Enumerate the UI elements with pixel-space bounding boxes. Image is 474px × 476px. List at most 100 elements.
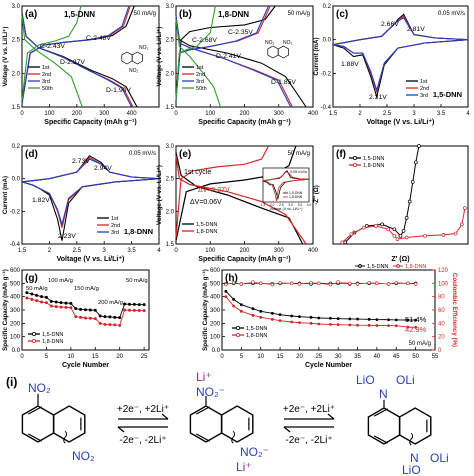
- structure-label: NO₂: [139, 45, 149, 51]
- y-axis-label: Voltage (V vs. Li/Li⁺): [2, 27, 9, 87]
- data-point: [84, 308, 87, 312]
- y-axis-label: Voltage (V vs. Li/Li⁺): [156, 165, 163, 225]
- x-tick-label: 1.5: [329, 111, 338, 117]
- arrowhead: [161, 413, 169, 420]
- data-point: [79, 307, 83, 311]
- chart-title: 1,8-DNN: [218, 10, 249, 19]
- data-point: [453, 231, 458, 236]
- data-point: [113, 323, 117, 327]
- x-tick-label: 25: [315, 354, 322, 360]
- data-point: [239, 309, 243, 313]
- y-tick-label: 300: [210, 308, 221, 314]
- legend-entry: 1,5-DNN: [363, 156, 384, 162]
- y-axis-label: Specific Capacity (mAh g⁻¹): [202, 269, 209, 351]
- y2-tick-label: 60: [438, 308, 445, 314]
- panel-label: (h): [225, 273, 238, 284]
- data-point: [290, 320, 294, 324]
- ce-point: [386, 282, 391, 286]
- data-point: [317, 316, 321, 320]
- data-point: [404, 216, 409, 220]
- ce-point: [413, 282, 418, 286]
- reaction-condition: +2e⁻, +2Li⁺: [117, 404, 169, 415]
- legend-entry: 1,5-DNN: [246, 326, 267, 332]
- data-point: [49, 304, 53, 308]
- naphthalene-ring: [21, 405, 55, 443]
- y-tick-label: -0.4: [10, 242, 21, 248]
- y-tick-label: 3.0: [166, 144, 175, 150]
- legend-entry: 3rd: [42, 79, 50, 85]
- series-line-discharge: [21, 12, 133, 108]
- data-point: [40, 300, 44, 304]
- y-tick-label: 2.0: [166, 209, 175, 215]
- y-axis-label: Current (mA): [313, 37, 320, 75]
- x-axis-label: Z' (Ω): [391, 256, 409, 263]
- structure-label: NO₂: [283, 40, 293, 46]
- data-point: [30, 292, 34, 296]
- data-point: [69, 301, 73, 305]
- wavy-bond: [63, 430, 68, 444]
- x-tick-label: 2.5: [73, 248, 82, 254]
- data-point: [108, 315, 112, 319]
- data-point: [336, 317, 340, 321]
- ce-point: [367, 280, 371, 285]
- legend-marker: [32, 331, 37, 336]
- x-tick-label: 300: [274, 248, 285, 254]
- plot-frame: [175, 5, 314, 108]
- data-point: [259, 309, 263, 313]
- data-point: [380, 222, 384, 227]
- data-annotation: 51.4%: [405, 315, 427, 324]
- data-annotation: 1.82V: [32, 197, 50, 204]
- data-point: [232, 297, 236, 301]
- nitro-anion: NO₂⁻: [196, 385, 225, 399]
- data-point: [278, 319, 282, 323]
- x-tick-label: 400: [308, 111, 319, 117]
- data-point: [251, 313, 255, 317]
- y2-axis-label: Coulombic Efficiency (%): [451, 273, 458, 347]
- ce-point: [355, 282, 360, 286]
- panel-label: (c): [336, 9, 348, 20]
- data-point: [367, 323, 371, 327]
- legend-entry: 1,5-DNN: [42, 332, 63, 338]
- legend-marker: [358, 264, 362, 268]
- double-bond: [373, 435, 388, 444]
- x-tick-label: 20: [116, 354, 123, 360]
- data-annotation: D-2.37V: [60, 59, 85, 66]
- data-point: [224, 289, 228, 293]
- data-point: [74, 307, 78, 311]
- data-annotation: D-1.85V: [271, 79, 296, 86]
- legend-marker: [352, 162, 357, 167]
- data-annotation: 50 mA/g: [126, 278, 148, 284]
- data-point: [356, 317, 359, 321]
- data-point: [25, 291, 29, 295]
- naphthalene-ring: [52, 405, 86, 443]
- data-point: [259, 315, 263, 319]
- arrowhead: [327, 413, 335, 420]
- legend-marker: [235, 332, 240, 337]
- series-line-charge: [21, 5, 130, 104]
- ce-point: [309, 280, 313, 285]
- x-tick-label: 0: [20, 111, 24, 117]
- legend-entry: 1,5-DNN: [367, 264, 388, 270]
- data-point: [374, 224, 378, 228]
- x-tick-label: 300: [99, 111, 110, 117]
- plot-frame: [332, 145, 469, 245]
- y-tick-label: 200: [10, 321, 21, 327]
- double-bond: [195, 406, 210, 415]
- x-tick-label: 15: [277, 354, 284, 360]
- legend-entry: 1st: [111, 216, 119, 222]
- reaction-condition: +2e⁻, +2Li⁺: [283, 404, 335, 415]
- legend-entry: 1,8-DNN: [42, 339, 63, 345]
- data-point: [93, 308, 97, 312]
- data-point: [394, 318, 398, 322]
- data-point: [336, 323, 340, 327]
- legend-entry: 1,8-DNN: [363, 163, 384, 169]
- data-point: [137, 309, 141, 313]
- inset-tick-label: 3.5: [298, 203, 303, 207]
- data-annotation: 150 mA/g: [74, 286, 99, 292]
- rate-label: 0.05 mV/s: [129, 151, 156, 157]
- y-tick-label: 3.0: [12, 4, 21, 10]
- x-tick-label: 5: [240, 354, 244, 360]
- ce-point: [239, 282, 244, 286]
- ce-point: [406, 281, 410, 286]
- y-tick-label: 0.2: [323, 4, 332, 10]
